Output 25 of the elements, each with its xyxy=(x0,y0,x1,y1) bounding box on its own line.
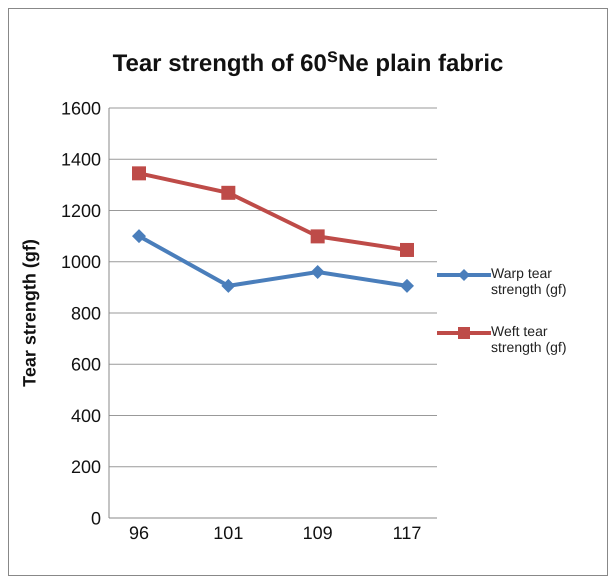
x-tick-label: 96 xyxy=(128,522,150,543)
y-tick-label: 1200 xyxy=(60,200,101,221)
chart-title: Tear strength of 60$^{s}$Ne plain fabric xyxy=(112,45,504,78)
y-tick-label: 1600 xyxy=(60,98,101,118)
y-tick-label: 800 xyxy=(70,303,101,324)
y-tick-label: 0 xyxy=(90,508,101,528)
y-tick-label: 200 xyxy=(70,457,101,478)
legend-label: Warp tear strength (gf) xyxy=(491,265,568,297)
legend-label: Weft tear strength (gf) xyxy=(491,323,568,355)
x-tick-label: 117 xyxy=(392,522,422,543)
point xyxy=(132,229,146,244)
point xyxy=(310,265,325,279)
point xyxy=(400,278,414,293)
x-tick-label: 109 xyxy=(302,522,333,543)
point xyxy=(221,278,236,293)
point xyxy=(221,186,236,200)
y-tick-label: 1000 xyxy=(60,252,101,272)
y-tick-label: 400 xyxy=(70,406,101,426)
point xyxy=(132,166,146,180)
point xyxy=(400,242,414,257)
y-tick-label: 1400 xyxy=(60,150,101,170)
y-tick-label: 600 xyxy=(70,354,101,375)
point xyxy=(310,229,325,244)
y-axis-title: Tear strength (gf) xyxy=(19,239,40,387)
x-tick-label: 101 xyxy=(213,522,244,543)
